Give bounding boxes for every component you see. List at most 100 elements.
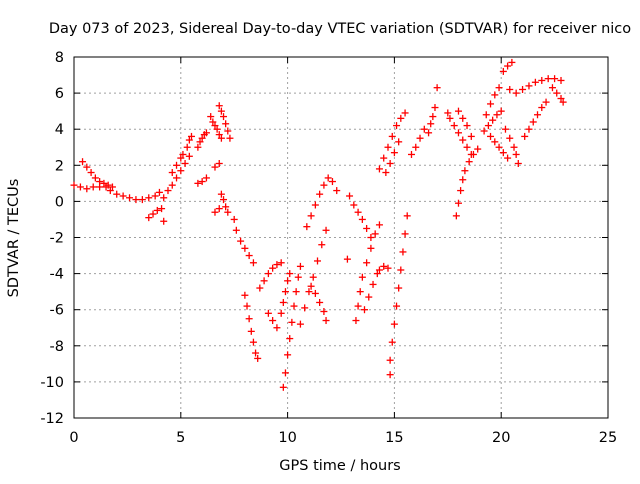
data-point — [469, 150, 477, 158]
data-point — [365, 293, 373, 301]
data-point — [559, 98, 567, 106]
data-point — [459, 114, 467, 122]
data-point — [401, 109, 409, 117]
data-point — [328, 178, 336, 186]
x-tick-label: 10 — [278, 430, 296, 446]
x-tick-label: 5 — [176, 430, 185, 446]
data-point — [100, 179, 108, 187]
data-point — [138, 196, 146, 204]
data-point — [226, 134, 234, 142]
data-point — [145, 214, 153, 222]
data-point — [487, 100, 495, 108]
data-point — [149, 210, 157, 218]
data-point — [155, 188, 163, 196]
data-point — [380, 154, 388, 162]
data-point — [352, 317, 360, 325]
x-tick-label: 15 — [385, 430, 403, 446]
data-point — [286, 270, 294, 278]
data-point — [145, 194, 153, 202]
data-point — [395, 284, 403, 292]
data-point — [386, 371, 394, 379]
data-point — [343, 255, 351, 263]
data-point — [132, 196, 140, 204]
data-point — [519, 85, 527, 93]
data-point — [429, 113, 437, 121]
data-points — [70, 58, 567, 391]
data-point — [501, 125, 509, 133]
data-point — [557, 95, 565, 103]
data-point — [224, 208, 232, 216]
data-point — [322, 226, 330, 234]
data-point — [217, 107, 225, 115]
data-point — [367, 234, 375, 241]
x-tick-label: 20 — [492, 430, 510, 446]
data-point — [491, 91, 499, 99]
data-point — [177, 154, 185, 162]
data-point — [363, 224, 371, 232]
data-point — [427, 120, 435, 128]
data-point — [499, 67, 507, 75]
data-point — [444, 109, 452, 117]
data-point — [279, 298, 287, 306]
data-point — [324, 174, 332, 182]
data-point — [269, 317, 277, 325]
data-point — [446, 114, 454, 122]
data-point — [450, 122, 458, 130]
data-point — [307, 282, 315, 290]
data-point — [416, 134, 424, 142]
data-point — [390, 320, 398, 328]
data-point — [512, 150, 520, 158]
data-point — [393, 302, 401, 310]
data-point — [173, 161, 181, 169]
data-point — [284, 351, 292, 359]
data-point — [126, 194, 134, 202]
chart-title: Day 073 of 2023, Sidereal Day-to-day VTE… — [49, 21, 631, 37]
data-point — [399, 248, 407, 256]
data-point — [194, 143, 202, 151]
data-point — [181, 159, 189, 167]
data-point — [209, 118, 217, 126]
data-point — [177, 167, 185, 175]
data-point — [273, 324, 281, 332]
data-point — [264, 270, 272, 278]
data-point — [390, 149, 398, 157]
data-point — [76, 183, 84, 191]
data-point — [474, 145, 482, 153]
data-point — [254, 354, 262, 362]
data-point — [305, 288, 313, 296]
data-point — [375, 221, 383, 229]
data-point — [401, 230, 409, 238]
y-tick-label: -10 — [40, 375, 64, 391]
data-point — [222, 203, 230, 211]
data-point — [185, 152, 193, 160]
data-point — [241, 244, 249, 252]
data-point — [358, 273, 366, 281]
data-point — [320, 308, 328, 316]
data-point — [164, 187, 172, 195]
y-tick-label: -8 — [50, 339, 64, 355]
data-point — [497, 107, 505, 115]
data-point — [307, 212, 315, 220]
data-point — [311, 201, 319, 209]
data-point — [459, 136, 467, 144]
data-point — [303, 223, 311, 231]
data-point — [292, 288, 300, 296]
data-point — [83, 185, 91, 193]
data-point — [459, 176, 467, 184]
data-point — [96, 178, 104, 186]
data-point — [525, 82, 533, 90]
data-point — [388, 132, 396, 140]
data-point — [296, 262, 304, 270]
data-point — [360, 306, 368, 314]
data-point — [384, 143, 392, 151]
data-point — [314, 257, 322, 265]
data-point — [506, 134, 514, 142]
data-point — [264, 309, 272, 317]
data-point — [467, 132, 475, 140]
data-point — [252, 349, 260, 357]
data-point — [534, 111, 542, 119]
data-point — [281, 288, 289, 296]
data-point — [211, 163, 219, 171]
data-point — [495, 143, 503, 151]
data-point — [504, 62, 512, 70]
